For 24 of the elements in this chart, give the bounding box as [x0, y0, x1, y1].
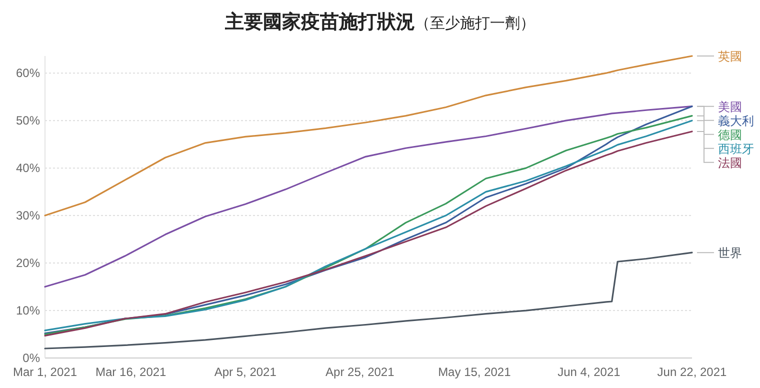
y-tick-label: 30%	[16, 208, 40, 223]
x-tick-label: Apr 5, 2021	[214, 365, 277, 379]
label-義大利: 義大利	[718, 114, 754, 128]
label-西班牙: 西班牙	[718, 142, 754, 156]
y-tick-label: 60%	[16, 66, 40, 80]
y-tick-label: 0%	[22, 351, 40, 365]
label-英國: 英國	[718, 50, 742, 64]
label-美國: 美國	[718, 100, 742, 114]
y-tick-label: 40%	[16, 161, 40, 176]
label-法國: 法國	[718, 156, 742, 170]
y-tick-label: 10%	[16, 304, 40, 318]
x-tick-label: Apr 25, 2021	[326, 365, 395, 379]
chart-title: 主要國家疫苗施打狀況	[224, 11, 415, 33]
y-tick-label: 50%	[16, 114, 40, 128]
x-tick-label: Mar 1, 2021	[12, 365, 78, 379]
y-tick-label: 20%	[16, 256, 40, 270]
x-tick-label: Mar 16, 2021	[96, 365, 167, 379]
x-tick-label: Jun 22, 2021	[657, 365, 728, 379]
label-世界: 世界	[718, 246, 742, 260]
subtitle: （至少施打一劑）	[415, 15, 535, 32]
x-tick-label: Jun 4, 2021	[558, 365, 621, 379]
label-德國: 德國	[718, 128, 742, 142]
x-tick-label: May 15, 2021	[438, 365, 512, 379]
title: 主要國家疫苗施打狀況（至少施打一劑）	[225, 12, 535, 33]
